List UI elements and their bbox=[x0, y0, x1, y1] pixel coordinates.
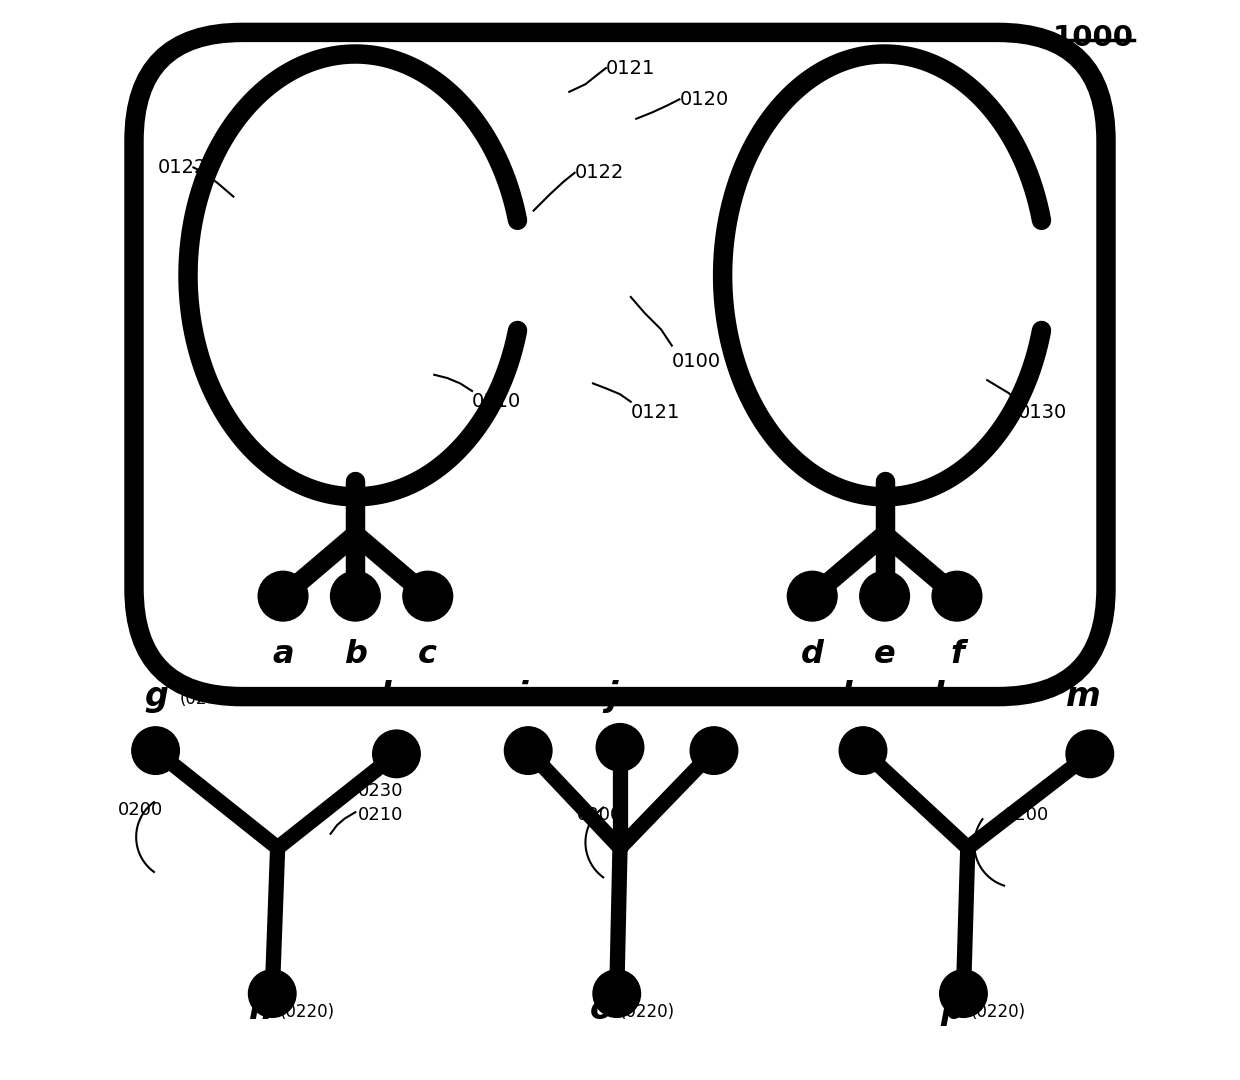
Circle shape bbox=[331, 571, 381, 621]
Text: g: g bbox=[145, 680, 169, 713]
Circle shape bbox=[787, 571, 837, 621]
Text: (0240): (0240) bbox=[180, 690, 234, 707]
Text: (0220): (0220) bbox=[620, 1003, 675, 1021]
Text: n: n bbox=[248, 994, 273, 1026]
Text: k: k bbox=[842, 680, 863, 713]
Text: 0100: 0100 bbox=[672, 352, 720, 372]
Text: i: i bbox=[517, 680, 529, 713]
Text: 0121: 0121 bbox=[631, 403, 681, 422]
Circle shape bbox=[131, 727, 180, 774]
Text: 0130: 0130 bbox=[1018, 403, 1066, 422]
Text: e: e bbox=[874, 639, 895, 671]
Text: m: m bbox=[1066, 680, 1101, 713]
Text: p: p bbox=[941, 994, 965, 1026]
Text: j: j bbox=[606, 680, 618, 713]
Text: 0110: 0110 bbox=[472, 392, 521, 411]
Circle shape bbox=[403, 571, 453, 621]
Circle shape bbox=[691, 727, 738, 774]
Text: b: b bbox=[343, 639, 367, 671]
Text: (0220): (0220) bbox=[872, 690, 926, 707]
Circle shape bbox=[258, 571, 308, 621]
Text: 0200: 0200 bbox=[118, 801, 162, 819]
Circle shape bbox=[932, 571, 982, 621]
Text: f: f bbox=[950, 639, 963, 671]
Circle shape bbox=[839, 727, 887, 774]
Circle shape bbox=[859, 571, 909, 621]
Text: 0230: 0230 bbox=[357, 782, 403, 799]
Text: (0220): (0220) bbox=[971, 1003, 1027, 1021]
Text: 0122: 0122 bbox=[574, 163, 624, 183]
Text: (0240): (0240) bbox=[947, 690, 1002, 707]
Circle shape bbox=[596, 724, 644, 771]
Text: 0122: 0122 bbox=[157, 158, 207, 177]
Text: 0200: 0200 bbox=[1003, 807, 1049, 824]
Text: 1000: 1000 bbox=[1053, 24, 1133, 52]
Circle shape bbox=[940, 970, 987, 1017]
Text: 0210: 0210 bbox=[357, 807, 403, 824]
Text: 0121: 0121 bbox=[606, 58, 655, 78]
Circle shape bbox=[505, 727, 552, 774]
Text: 0120: 0120 bbox=[680, 90, 729, 109]
Text: d: d bbox=[801, 639, 823, 671]
Circle shape bbox=[373, 730, 420, 778]
Circle shape bbox=[1066, 730, 1114, 778]
Text: a: a bbox=[273, 639, 294, 671]
Circle shape bbox=[593, 970, 641, 1017]
Text: 0200: 0200 bbox=[577, 807, 622, 824]
Text: l: l bbox=[934, 680, 945, 713]
Text: (0220): (0220) bbox=[280, 1003, 335, 1021]
Text: c: c bbox=[418, 639, 438, 671]
Text: h: h bbox=[381, 680, 404, 713]
Text: o: o bbox=[590, 994, 613, 1026]
Circle shape bbox=[248, 970, 296, 1017]
